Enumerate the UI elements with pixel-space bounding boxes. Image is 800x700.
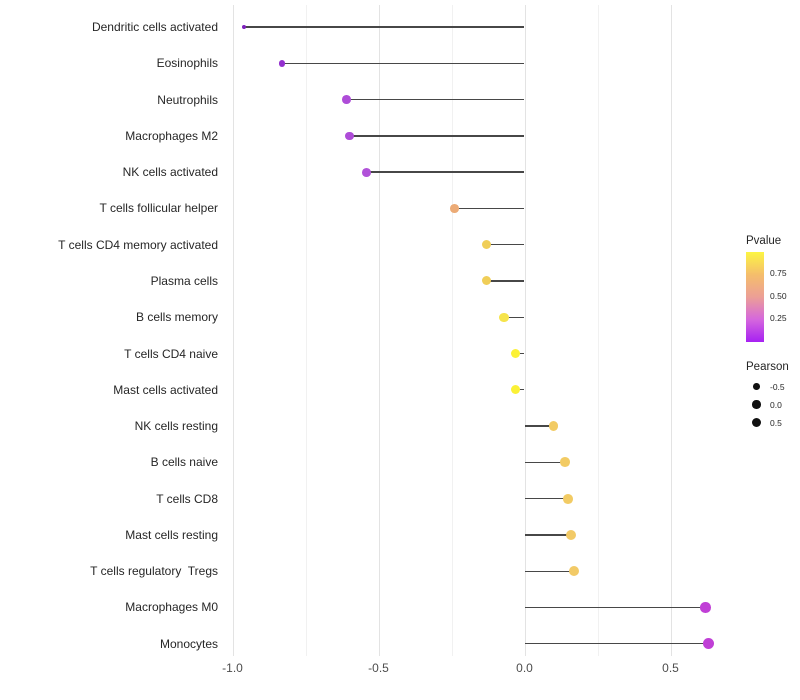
lollipop-stem [524,425,554,427]
category-label: Eosinophils [156,56,218,71]
legend-pvalue-title: Pvalue [746,235,782,247]
lollipop-dot [362,167,372,177]
lollipop-dot [482,276,492,286]
legend-pearson-title: Pearson [746,361,789,373]
gridline-minor [305,5,307,656]
pearson-size-label: 0.5 [770,417,782,428]
lollipop-dot [548,421,559,431]
x-axis-tick-label: -1.0 [222,661,243,675]
pvalue-colorbar [746,252,764,342]
gridline-major [378,5,380,656]
lollipop-stem [504,316,525,318]
category-label: B cells memory [135,310,218,325]
category-label: Monocytes [159,636,218,651]
lollipop-stem [346,98,525,101]
lollipop-stem [524,461,566,464]
pvalue-tick-label: 0.50 [770,290,787,301]
x-axis-tick-label: -0.5 [368,661,389,675]
lollipop-dot [450,204,459,213]
lollipop-dot [700,602,711,613]
lollipop-dot [345,131,354,141]
lollipop-dot [342,95,351,104]
x-axis-tick-label: 0.5 [662,661,679,675]
gridline-minor [451,5,453,656]
category-label: T cells regulatory Tregs [90,564,218,579]
x-axis-tick-label: 0.0 [516,661,533,675]
lollipop-stem [486,243,525,246]
lollipop-dot [499,312,509,322]
lollipop-stem [515,352,525,355]
lollipop-stem [524,643,709,645]
category-label: T cells follicular helper [99,201,219,216]
category-label: NK cells activated [122,165,218,180]
pearson-size-dot [752,400,761,409]
lollipop-stem [515,389,525,391]
category-label: Macrophages M2 [125,128,218,143]
category-label: Mast cells activated [113,382,218,397]
lollipop-dot [482,240,492,250]
lollipop-stem [486,280,525,282]
lollipop-stem [282,62,525,64]
category-label: T cells CD8 [156,491,218,506]
lollipop-stem [244,26,525,28]
pearson-size-dot [751,417,762,428]
lollipop-stem [524,606,706,609]
category-label: B cells naive [150,455,218,470]
category-label: Mast cells resting [125,527,218,542]
lollipop-stem [349,135,525,137]
lollipop-dot [511,385,521,395]
category-label: Neutrophils [157,92,218,107]
category-label: NK cells resting [134,419,218,434]
lollipop-dot [568,565,580,577]
gridline-major [232,5,234,656]
lollipop-stem [524,570,575,572]
pvalue-tick-label: 0.75 [770,268,787,278]
gridline-major [670,5,672,656]
lollipop-dot [511,348,521,359]
lollipop-dot [278,59,286,67]
lollipop-dot [242,25,247,29]
lollipop-stem [524,497,569,500]
lollipop-dot [563,493,574,504]
category-label: Plasma cells [150,273,218,288]
pearson-size-label: -0.5 [770,381,785,392]
lollipop-stem [454,207,525,210]
category-label: Dendritic cells activated [91,20,218,34]
lollipop-dot [560,457,571,468]
gridline-major [524,5,526,656]
lollipop-stem [366,171,525,173]
category-label: Macrophages M0 [125,600,218,615]
lollipop-dot [566,529,577,541]
pearson-size-label: 0.0 [770,399,782,410]
category-label: T cells CD4 naive [124,346,218,361]
gridline-minor [597,5,599,656]
lollipop-stem [524,534,572,536]
pearson-size-dot [753,383,760,390]
category-label: T cells CD4 memory activated [58,237,218,252]
lollipop-dot [702,638,715,650]
pvalue-tick-label: 0.25 [770,313,787,323]
